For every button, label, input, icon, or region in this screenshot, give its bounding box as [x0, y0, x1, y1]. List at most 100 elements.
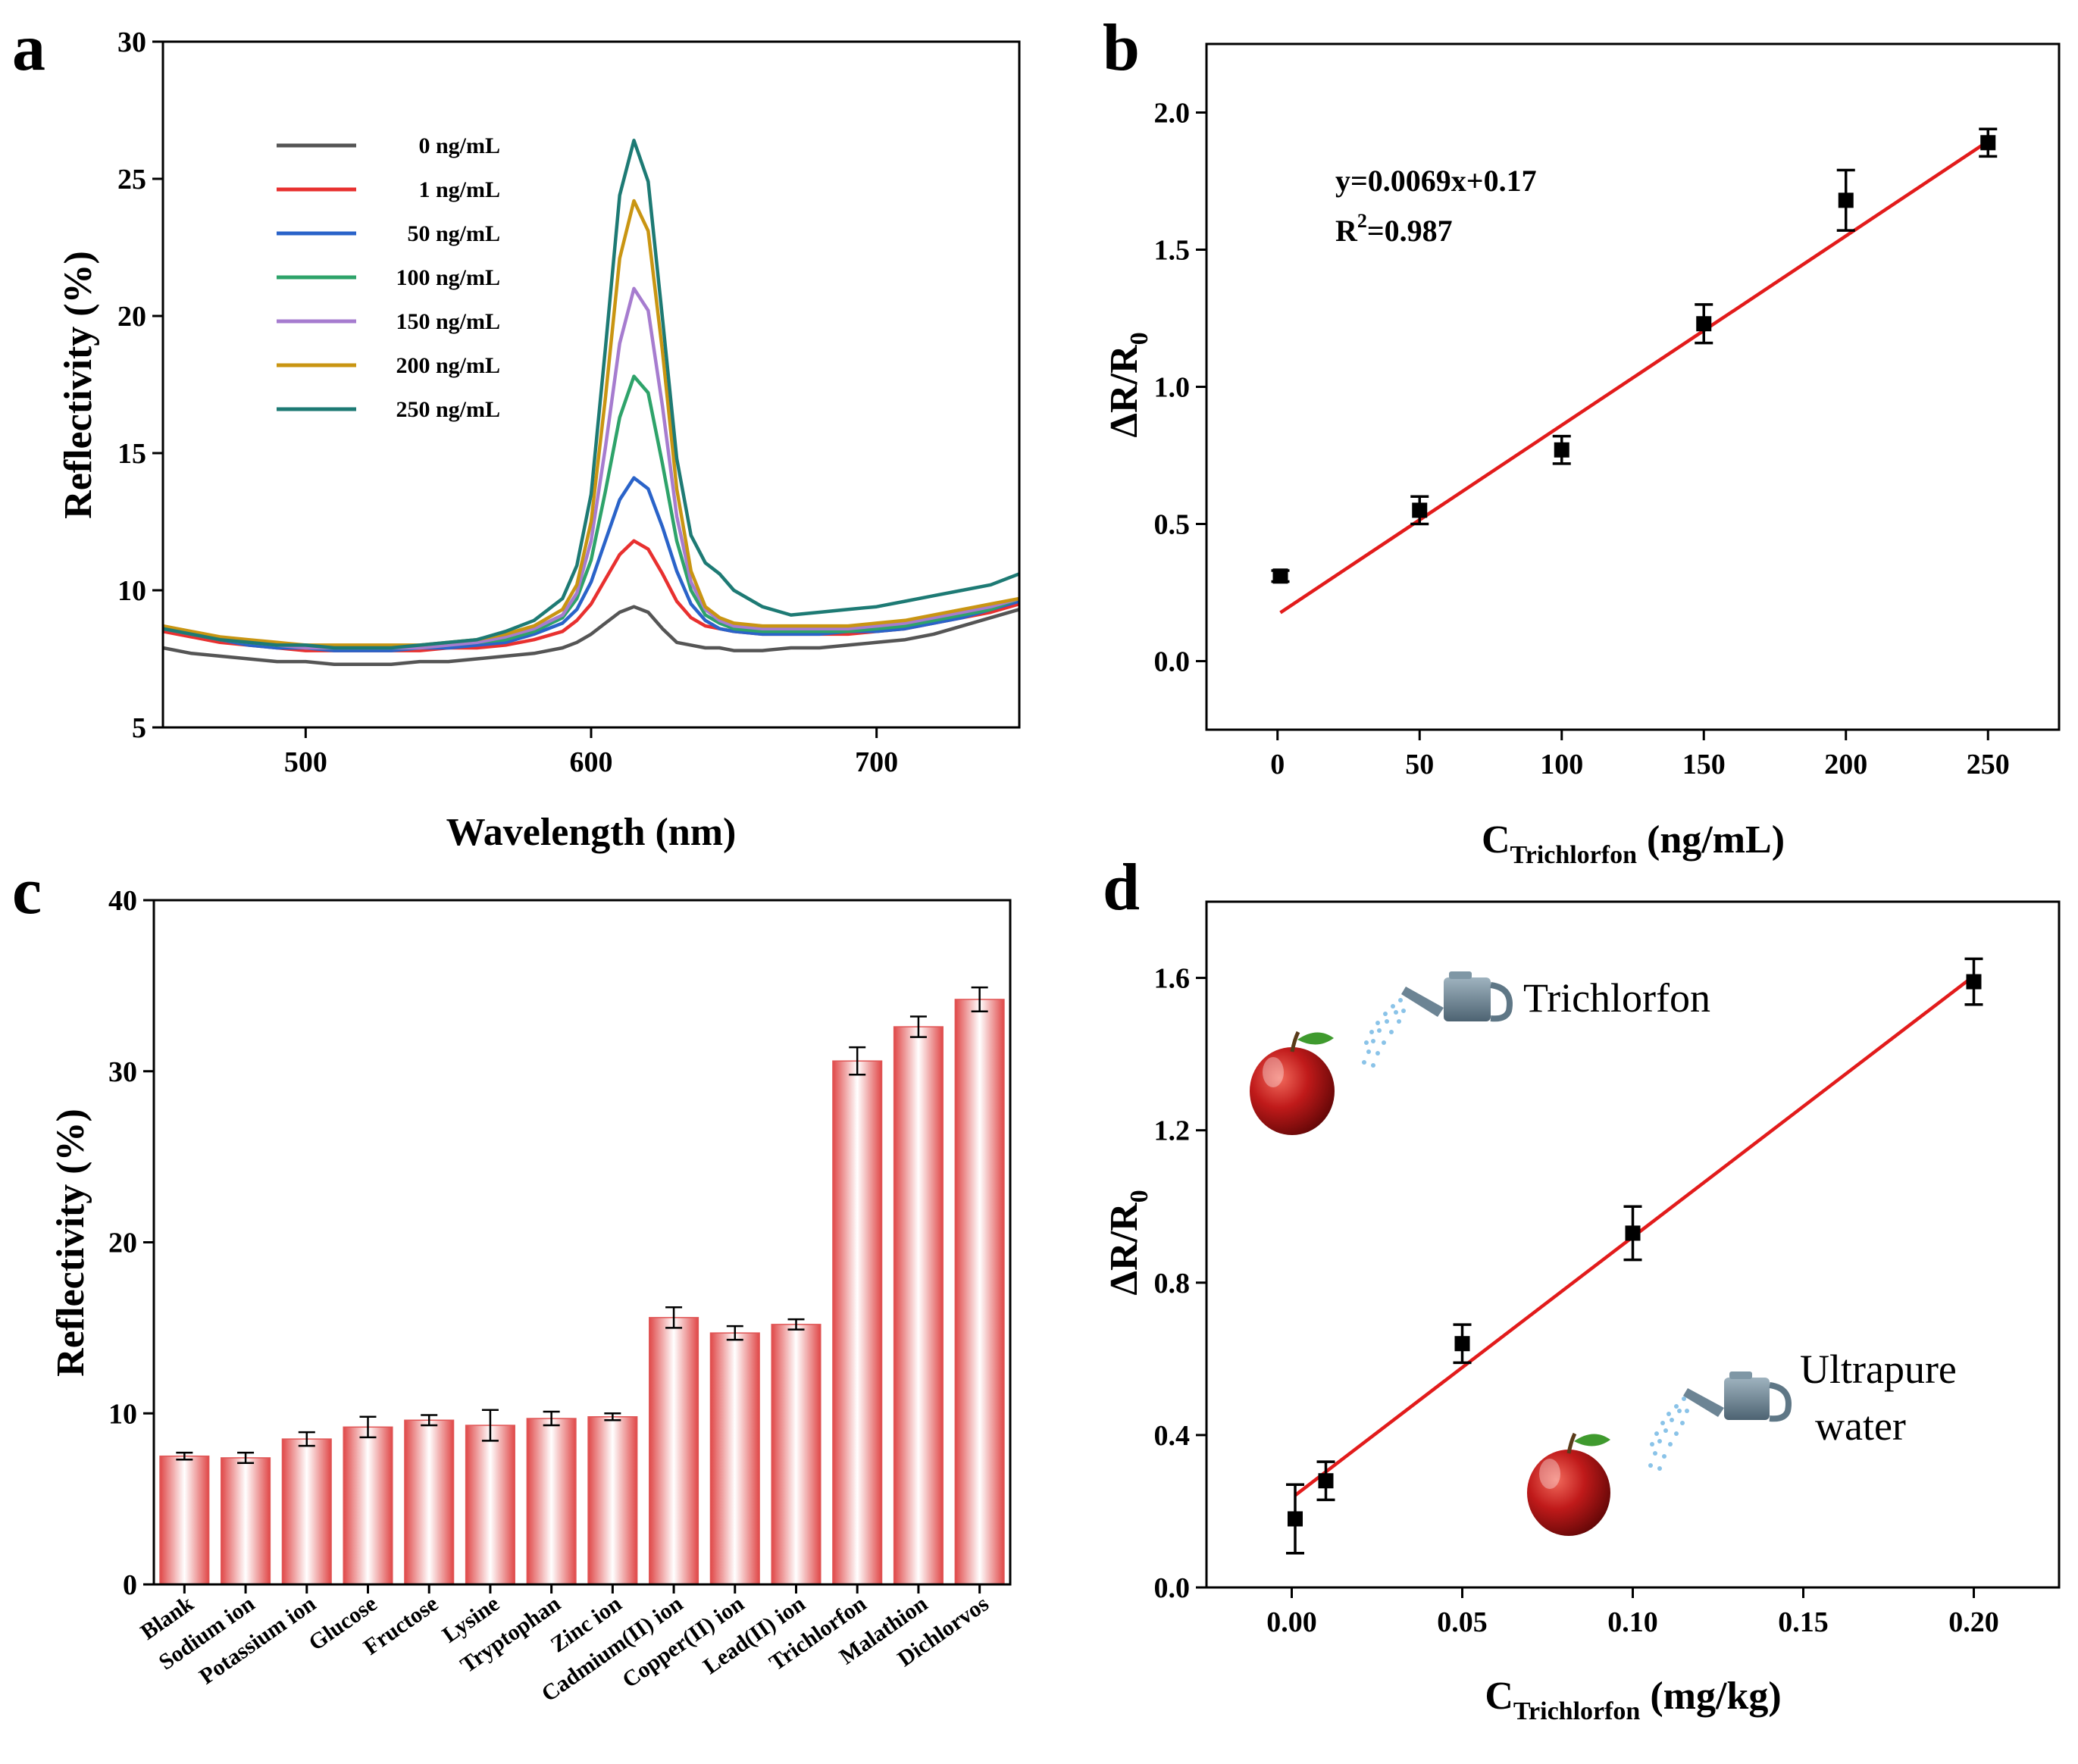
y-tick-label: 1.0: [1154, 372, 1191, 404]
spectrum-line-0: [162, 605, 1020, 666]
r2-value: =0.987: [1367, 214, 1453, 248]
y-tick-label: 0.0: [1154, 1572, 1191, 1604]
water-spray-icon: [1648, 1396, 1689, 1471]
x-tick-label: 150: [1682, 749, 1726, 780]
panel-letter-d: d: [1103, 851, 1140, 924]
panel-b-ylabel: ΔR/R0: [1103, 332, 1153, 437]
spectrum-line-6: [162, 139, 1020, 650]
panel-d-ylabel: ΔR/R0: [1103, 1190, 1153, 1295]
d-xlabel-main: C: [1485, 1675, 1513, 1718]
watering-can-icon: [1683, 1371, 1792, 1422]
r2-sup: 2: [1357, 210, 1367, 232]
y-tick-label: 0.0: [1154, 646, 1191, 678]
annotation-ultrapure: Ultrapure: [1800, 1346, 1957, 1392]
y-tick-label: 30: [108, 1056, 137, 1088]
x-tick-label: 250: [1967, 749, 2010, 780]
x-tick-label: 0.10: [1607, 1606, 1658, 1638]
panel-a-legend: 0 ng/mL 1 ng/mL 50 ng/mL 100 ng/mL 150 ng/mL…: [277, 133, 500, 422]
x-tick-label: 50: [1405, 749, 1434, 780]
x-tick-label: 700: [855, 746, 898, 778]
y-tick-label: 0.5: [1154, 509, 1191, 541]
b-xlabel-sub: Trichlorfon: [1510, 841, 1638, 869]
bar-9: [709, 1332, 760, 1585]
panel-b-equation: y=0.0069x+0.17: [1335, 164, 1537, 198]
apple-top-illustration: Trichlorfon: [1250, 971, 1710, 1135]
data-point: [1554, 442, 1569, 458]
bar-11: [832, 1060, 883, 1585]
panel-a-ylabel: Reflectivity (%): [57, 251, 100, 519]
bar-7: [587, 1416, 638, 1585]
bar-5: [465, 1425, 515, 1585]
d-ylabel-main: ΔR/R: [1103, 1202, 1146, 1296]
bar-4: [404, 1419, 455, 1585]
data-point: [1272, 568, 1288, 584]
panel-c-ylabel: Reflectivity (%): [49, 1109, 92, 1377]
water-spray-icon: [1362, 998, 1406, 1068]
panel-letter-b: b: [1103, 11, 1140, 85]
apple-icon: [1527, 1432, 1610, 1536]
spectrum-line-4: [162, 286, 1020, 650]
x-tick-label: 0.15: [1778, 1606, 1829, 1638]
y-tick-label: 0.8: [1154, 1268, 1191, 1300]
x-tick-label: 200: [1824, 749, 1867, 780]
panel-c-plot: [159, 986, 1005, 1585]
y-tick-label: 15: [117, 438, 146, 470]
fit-line: [1279, 139, 1989, 615]
y-tick-label: 0: [123, 1569, 137, 1601]
y-tick-label: 0.4: [1154, 1420, 1191, 1452]
panel-b-r-squared: R2=0.987: [1335, 210, 1453, 248]
y-tick-label: 10: [117, 575, 146, 607]
y-tick-label: 10: [108, 1398, 137, 1430]
annotation-water: water: [1815, 1403, 1906, 1449]
panel-a: a 500 600 700 5 10 15 20 25 30 Wavelength (nm) R…: [12, 11, 1021, 854]
data-point: [1966, 974, 1982, 990]
y-tick-label: 1.2: [1154, 1115, 1191, 1147]
panel-d-plot: [1286, 957, 1983, 1555]
panel-d-ticks: 0.00 0.05 0.10 0.15 0.20 0.0 0.4 0.8 1.2 1.6: [1154, 963, 1999, 1638]
y-tick-label: 30: [117, 27, 146, 58]
panel-a-ticks: 500 600 700 5 10 15 20 25 30: [117, 27, 898, 778]
panel-d: d 0.00 0.05 0.10 0.15 0.20 0.0 0.4 0.8 1.2 1.6: [1103, 851, 2061, 1725]
panel-d-xlabel: CTrichlorfon (mg/kg): [1485, 1675, 1781, 1725]
x-tick-label: 0.20: [1948, 1606, 1999, 1638]
bar-3: [343, 1426, 393, 1585]
panel-a-xlabel: Wavelength (nm): [446, 811, 737, 854]
data-point: [1696, 316, 1712, 332]
panel-b-xlabel: CTrichlorfon (ng/mL): [1482, 818, 1785, 869]
y-tick-label: 25: [117, 164, 146, 195]
panel-letter-c: c: [12, 855, 42, 928]
bar-6: [526, 1418, 577, 1585]
bar-1: [221, 1457, 271, 1585]
y-tick-label: 2.0: [1154, 98, 1191, 130]
apple-bottom-illustration: Ultrapure water: [1527, 1346, 1957, 1536]
x-tick-label: 500: [284, 746, 327, 778]
r2-prefix: R: [1335, 214, 1358, 248]
bar-13: [954, 999, 1005, 1585]
x-tick-label: 0.05: [1437, 1606, 1488, 1638]
bar-10: [771, 1324, 821, 1585]
d-xlabel-sub: Trichlorfon: [1513, 1697, 1641, 1725]
legend-label-6: 250 ng/mL: [396, 397, 500, 422]
bar-2: [281, 1438, 332, 1585]
bar-8: [649, 1317, 699, 1585]
panel-b-axes-frame: [1205, 42, 2061, 731]
panel-b-plot: [1271, 127, 1998, 615]
d-xlabel-unit: (mg/kg): [1640, 1675, 1781, 1718]
legend-label-4: 150 ng/mL: [396, 309, 500, 334]
data-point: [1625, 1225, 1641, 1241]
bar-0: [159, 1455, 210, 1585]
legend-label-1: 1 ng/mL: [418, 177, 500, 202]
y-tick-label: 1.5: [1154, 235, 1191, 267]
b-ylabel-sub: 0: [1125, 332, 1153, 345]
data-point: [1288, 1511, 1303, 1527]
legend-label-2: 50 ng/mL: [407, 221, 500, 246]
y-tick-label: 5: [132, 712, 146, 744]
apple-icon: [1250, 1031, 1335, 1135]
watering-can-icon: [1401, 971, 1513, 1022]
panel-letter-a: a: [12, 11, 45, 85]
data-point: [1980, 135, 1996, 151]
panel-a-plot: [162, 139, 1020, 666]
d-ylabel-sub: 0: [1125, 1190, 1153, 1203]
spectrum-line-5: [162, 199, 1020, 647]
